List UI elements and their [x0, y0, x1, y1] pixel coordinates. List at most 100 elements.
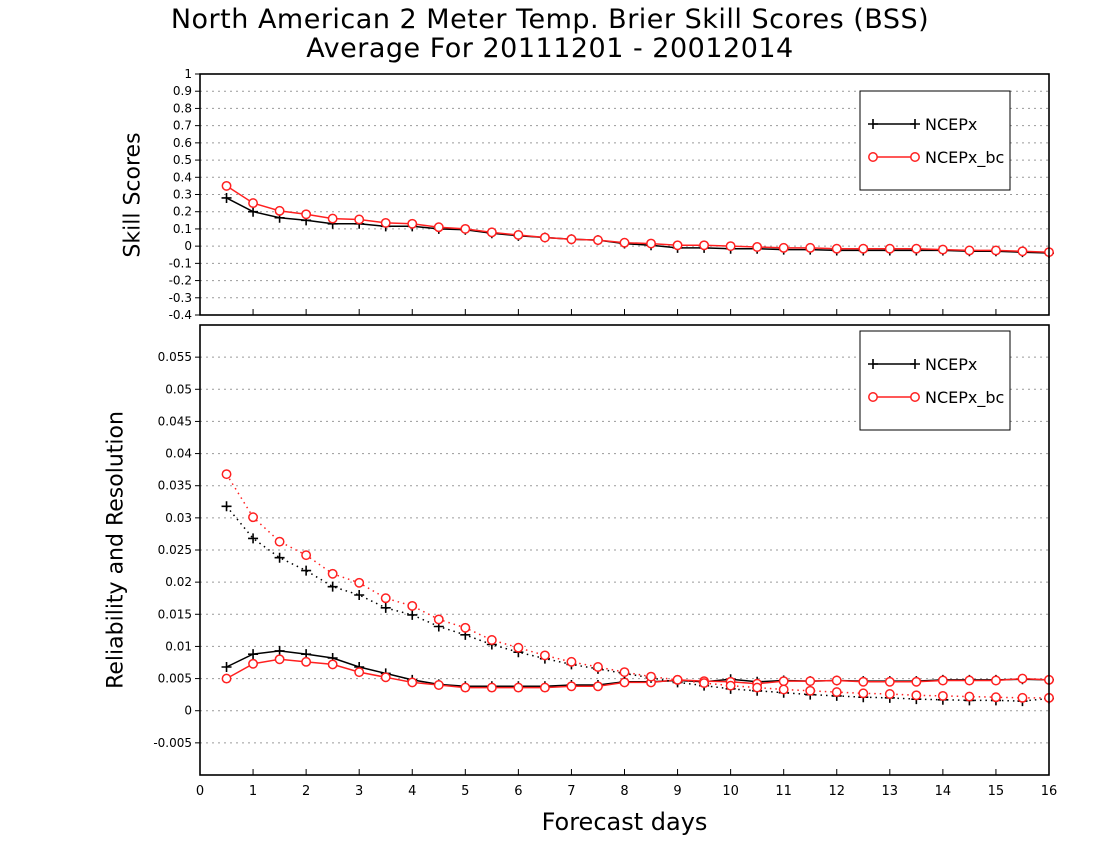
data-point [646, 238, 656, 249]
data-point [619, 667, 630, 678]
data-point [513, 682, 524, 693]
data-point [248, 198, 259, 209]
data-point [566, 234, 577, 245]
data-point [778, 684, 789, 695]
y-tick-label: 0.02 [165, 575, 192, 589]
data-point [327, 568, 338, 579]
data-point [407, 677, 418, 688]
data-point [672, 240, 683, 251]
series-unlabeled-dotted [221, 501, 1054, 707]
legend-marker [910, 392, 920, 402]
data-point [752, 682, 763, 693]
data-point [221, 662, 232, 672]
data-point [407, 218, 418, 229]
data-point [1017, 692, 1028, 703]
data-point [937, 690, 948, 701]
data-point [699, 678, 710, 689]
x-tick-label: 0 [196, 784, 204, 799]
legend-marker [868, 392, 878, 402]
x-tick-label: 8 [620, 784, 628, 799]
data-point [911, 676, 922, 687]
plot-frame [199, 73, 1050, 316]
data-point [752, 242, 763, 252]
x-tick-label: 15 [988, 784, 1005, 799]
x-tick-label: 6 [514, 784, 522, 799]
x-tick-label: 4 [408, 784, 416, 799]
x-axis-label: Forecast days [541, 808, 708, 836]
x-tick-label: 13 [882, 784, 899, 799]
y-tick-label: 0.9 [173, 84, 192, 98]
legend: NCEPx NCEPx_bc [859, 90, 1011, 191]
x-tick-label: 5 [461, 784, 469, 799]
y-tick-label: 0.7 [173, 119, 192, 133]
data-point [725, 241, 736, 252]
data-point [274, 654, 285, 665]
y-tick-label: 0.01 [165, 639, 192, 653]
y-tick-label: 0.015 [158, 607, 192, 621]
data-point [460, 622, 471, 633]
data-point [1017, 246, 1028, 257]
y-tick-label: 0.04 [165, 447, 192, 461]
data-point [778, 242, 789, 253]
data-point [354, 577, 365, 588]
series-line [225, 505, 1050, 702]
series-ncepx [221, 192, 1054, 259]
data-point [646, 671, 656, 682]
x-tick-label: 10 [722, 784, 739, 799]
y-tick-label: 0.05 [165, 382, 192, 396]
data-point [460, 682, 471, 693]
series-line [225, 473, 1049, 699]
data-point [274, 536, 285, 547]
y-tick-label: 0.1 [173, 222, 192, 236]
data-point [964, 245, 975, 256]
data-point [964, 675, 975, 686]
data-point [248, 649, 259, 660]
data-point [699, 240, 710, 251]
data-point [805, 242, 816, 253]
data-point [778, 676, 789, 687]
data-point [248, 512, 259, 523]
panel-skill-scores: -0.4 -0.3 -0.2 -0.1 0 0.1 0.2 0.3 0.4 0.5 0.6 0.7 0.… [169, 67, 1054, 322]
series-ncepx-bc [221, 180, 1054, 258]
legend-marker [868, 119, 878, 129]
data-point [486, 227, 497, 238]
legend-label: NCEPx [925, 355, 977, 374]
data-point [433, 680, 444, 690]
series-unlabeled-dotted [221, 469, 1054, 703]
data-point [619, 237, 630, 248]
data-point [354, 214, 365, 225]
y-tick-label: 0 [184, 704, 192, 718]
y-tick-label: 0.025 [158, 543, 192, 557]
y-tick-label: 0.8 [173, 101, 192, 115]
y-tick-label: 1 [184, 67, 192, 81]
data-point [990, 692, 1001, 703]
data-point [539, 682, 550, 693]
y-tick-label: 0.03 [165, 511, 192, 525]
data-point [354, 667, 365, 678]
data-point [858, 688, 869, 699]
series-ncepx-bc [221, 654, 1054, 693]
data-point [486, 682, 497, 693]
data-point [486, 635, 497, 645]
x-tick-label: 1 [249, 784, 257, 799]
data-point [593, 681, 603, 692]
data-point [407, 609, 418, 620]
data-point [725, 680, 736, 691]
data-point [433, 614, 444, 625]
data-point [248, 206, 259, 217]
y-tick-label: 0.5 [173, 153, 192, 167]
data-point [248, 533, 259, 544]
data-point [831, 675, 842, 686]
legend-label: NCEPx_bc [925, 388, 1004, 408]
x-tick-label: 14 [935, 784, 952, 799]
y-tick-label: 0.045 [158, 414, 192, 428]
data-point [990, 675, 1001, 686]
data-point [274, 552, 285, 563]
data-point [990, 245, 1001, 256]
data-point [274, 205, 285, 216]
panel-reliability-resolution: -0.005 0 0.005 0.01 0.015 0.02 0.025 0.03 0.035 0… [153, 324, 1057, 799]
y-tick-label: -0.005 [153, 736, 192, 750]
data-point [964, 691, 975, 702]
y-tick-label: 0.035 [158, 479, 192, 493]
data-point [354, 590, 365, 600]
